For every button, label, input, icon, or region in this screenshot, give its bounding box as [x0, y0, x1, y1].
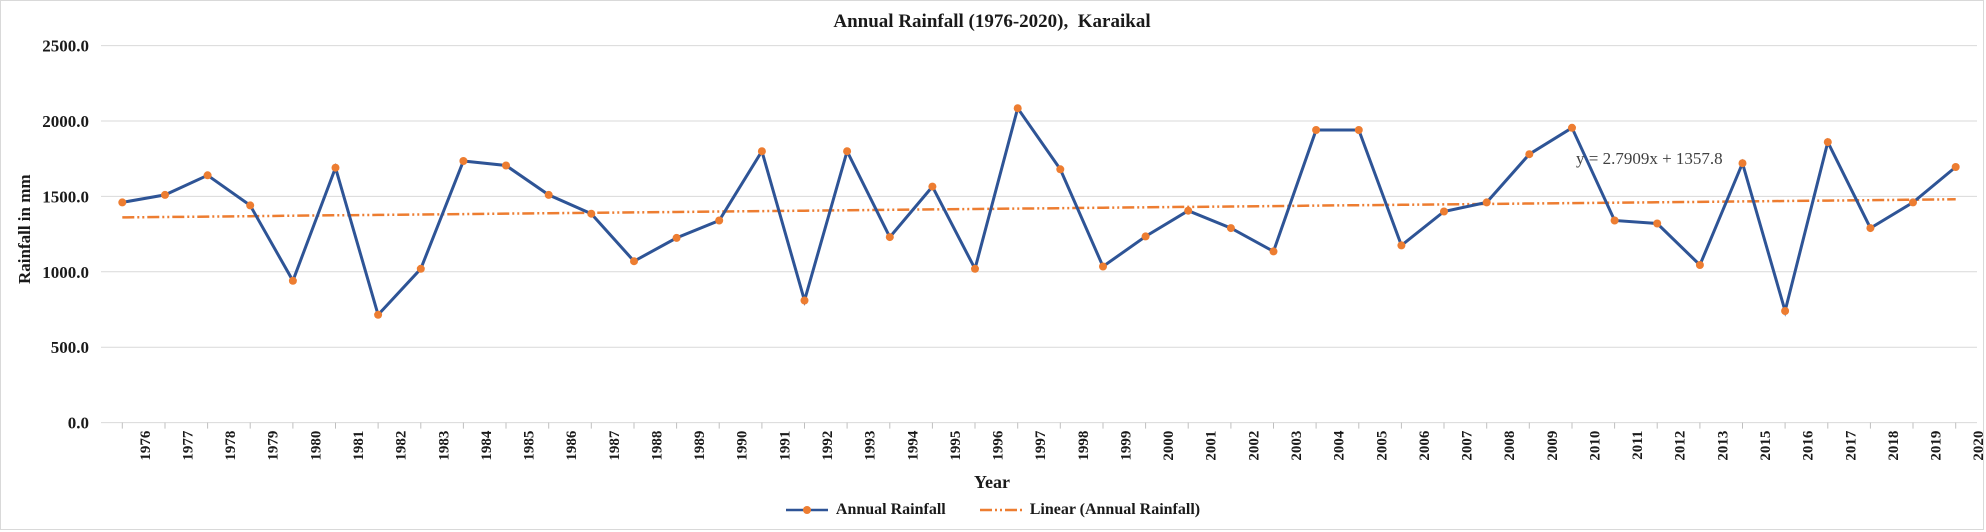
svg-text:1985: 1985: [522, 431, 538, 461]
svg-text:2000: 2000: [1161, 431, 1177, 461]
svg-text:1980: 1980: [308, 431, 324, 461]
svg-text:0.0: 0.0: [68, 414, 89, 433]
svg-text:2000.0: 2000.0: [42, 112, 89, 131]
svg-text:2007: 2007: [1460, 430, 1476, 461]
svg-text:2500.0: 2500.0: [42, 37, 89, 56]
svg-text:1988: 1988: [650, 431, 666, 461]
svg-text:1978: 1978: [223, 431, 239, 461]
svg-text:1990: 1990: [735, 431, 751, 461]
svg-text:2001: 2001: [1204, 431, 1220, 461]
svg-text:1979: 1979: [266, 431, 282, 461]
svg-text:2010: 2010: [1588, 431, 1604, 461]
svg-text:1989: 1989: [692, 431, 708, 461]
svg-text:1982: 1982: [394, 431, 410, 461]
svg-text:2004: 2004: [1332, 430, 1348, 461]
svg-text:1987: 1987: [607, 430, 623, 461]
svg-text:2015: 2015: [1758, 431, 1774, 461]
svg-text:1976: 1976: [138, 430, 154, 461]
svg-text:1997: 1997: [1033, 430, 1049, 461]
svg-text:1999: 1999: [1119, 431, 1135, 461]
svg-text:2008: 2008: [1502, 431, 1518, 461]
svg-text:2002: 2002: [1246, 431, 1262, 461]
svg-text:1981: 1981: [351, 431, 367, 461]
svg-text:2013: 2013: [1715, 431, 1731, 461]
svg-text:1991: 1991: [777, 431, 793, 461]
svg-text:2018: 2018: [1886, 431, 1902, 461]
svg-text:2009: 2009: [1545, 431, 1561, 461]
svg-text:2019: 2019: [1929, 431, 1945, 461]
svg-text:1000.0: 1000.0: [42, 263, 89, 282]
svg-text:1993: 1993: [863, 431, 879, 461]
svg-text:1992: 1992: [820, 431, 836, 461]
svg-text:1983: 1983: [436, 431, 452, 461]
svg-text:2020: 2020: [1971, 431, 1984, 461]
svg-text:1986: 1986: [564, 430, 580, 461]
svg-text:1996: 1996: [991, 430, 1007, 461]
svg-text:500.0: 500.0: [51, 338, 89, 357]
svg-text:2005: 2005: [1374, 431, 1390, 461]
svg-text:1998: 1998: [1076, 431, 1092, 461]
svg-text:1500.0: 1500.0: [42, 187, 89, 206]
svg-text:2012: 2012: [1673, 431, 1689, 461]
svg-text:1984: 1984: [479, 430, 495, 461]
svg-text:2003: 2003: [1289, 431, 1305, 461]
svg-text:2006: 2006: [1417, 430, 1433, 461]
svg-text:1977: 1977: [181, 430, 197, 461]
svg-text:2011: 2011: [1630, 431, 1646, 460]
svg-text:2017: 2017: [1843, 430, 1859, 461]
svg-text:2016: 2016: [1801, 430, 1817, 461]
svg-text:1995: 1995: [948, 431, 964, 461]
svg-text:1994: 1994: [905, 430, 921, 461]
